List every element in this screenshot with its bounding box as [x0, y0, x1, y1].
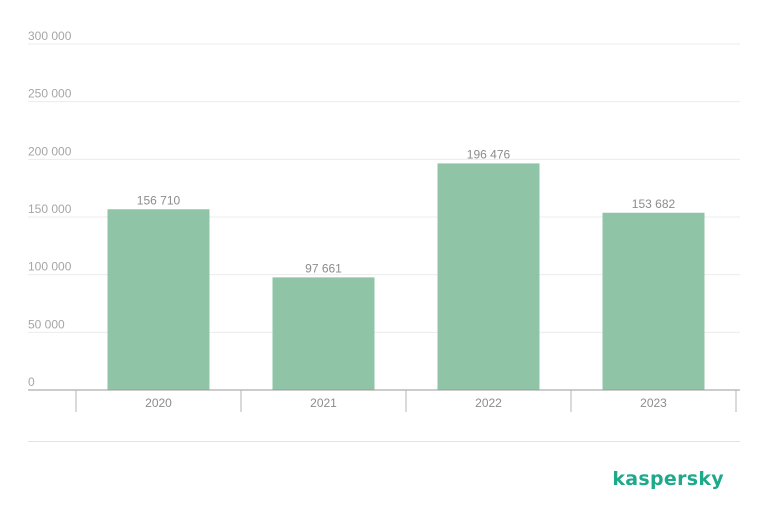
- y-tick-label: 150 000: [28, 202, 72, 216]
- data-label-2023: 153 682: [632, 197, 676, 211]
- category-separators: [75, 390, 737, 412]
- bar-2022: [437, 163, 540, 390]
- data-labels: 156 710 97 661 196 476 153 682: [137, 147, 676, 275]
- x-tick-label-2021: 2021: [310, 396, 337, 410]
- y-tick-label: 100 000: [28, 260, 72, 274]
- x-axis-tick-labels: 2020 2021 2022 2023: [145, 396, 667, 410]
- x-tick-label-2022: 2022: [475, 396, 502, 410]
- data-label-2020: 156 710: [137, 193, 181, 207]
- y-tick-label: 50 000: [28, 317, 65, 331]
- data-label-2022: 196 476: [467, 147, 511, 161]
- y-tick-label: 0: [28, 375, 35, 389]
- data-label-2021: 97 661: [305, 261, 342, 275]
- footer-divider: [28, 441, 740, 442]
- x-tick-label-2023: 2023: [640, 396, 667, 410]
- bar-2020: [107, 209, 210, 390]
- bar-2021: [272, 277, 375, 390]
- bar-2023: [602, 212, 705, 390]
- y-tick-label: 250 000: [28, 87, 72, 101]
- kaspersky-logo: kaspersky: [612, 468, 724, 490]
- y-axis-tick-labels: 0 50 000 100 000 150 000 200 000 250 000 300 0…: [28, 29, 72, 389]
- y-tick-label: 300 000: [28, 29, 72, 43]
- x-tick-label-2020: 2020: [145, 396, 172, 410]
- y-tick-label: 200 000: [28, 144, 72, 158]
- bars: [107, 163, 705, 390]
